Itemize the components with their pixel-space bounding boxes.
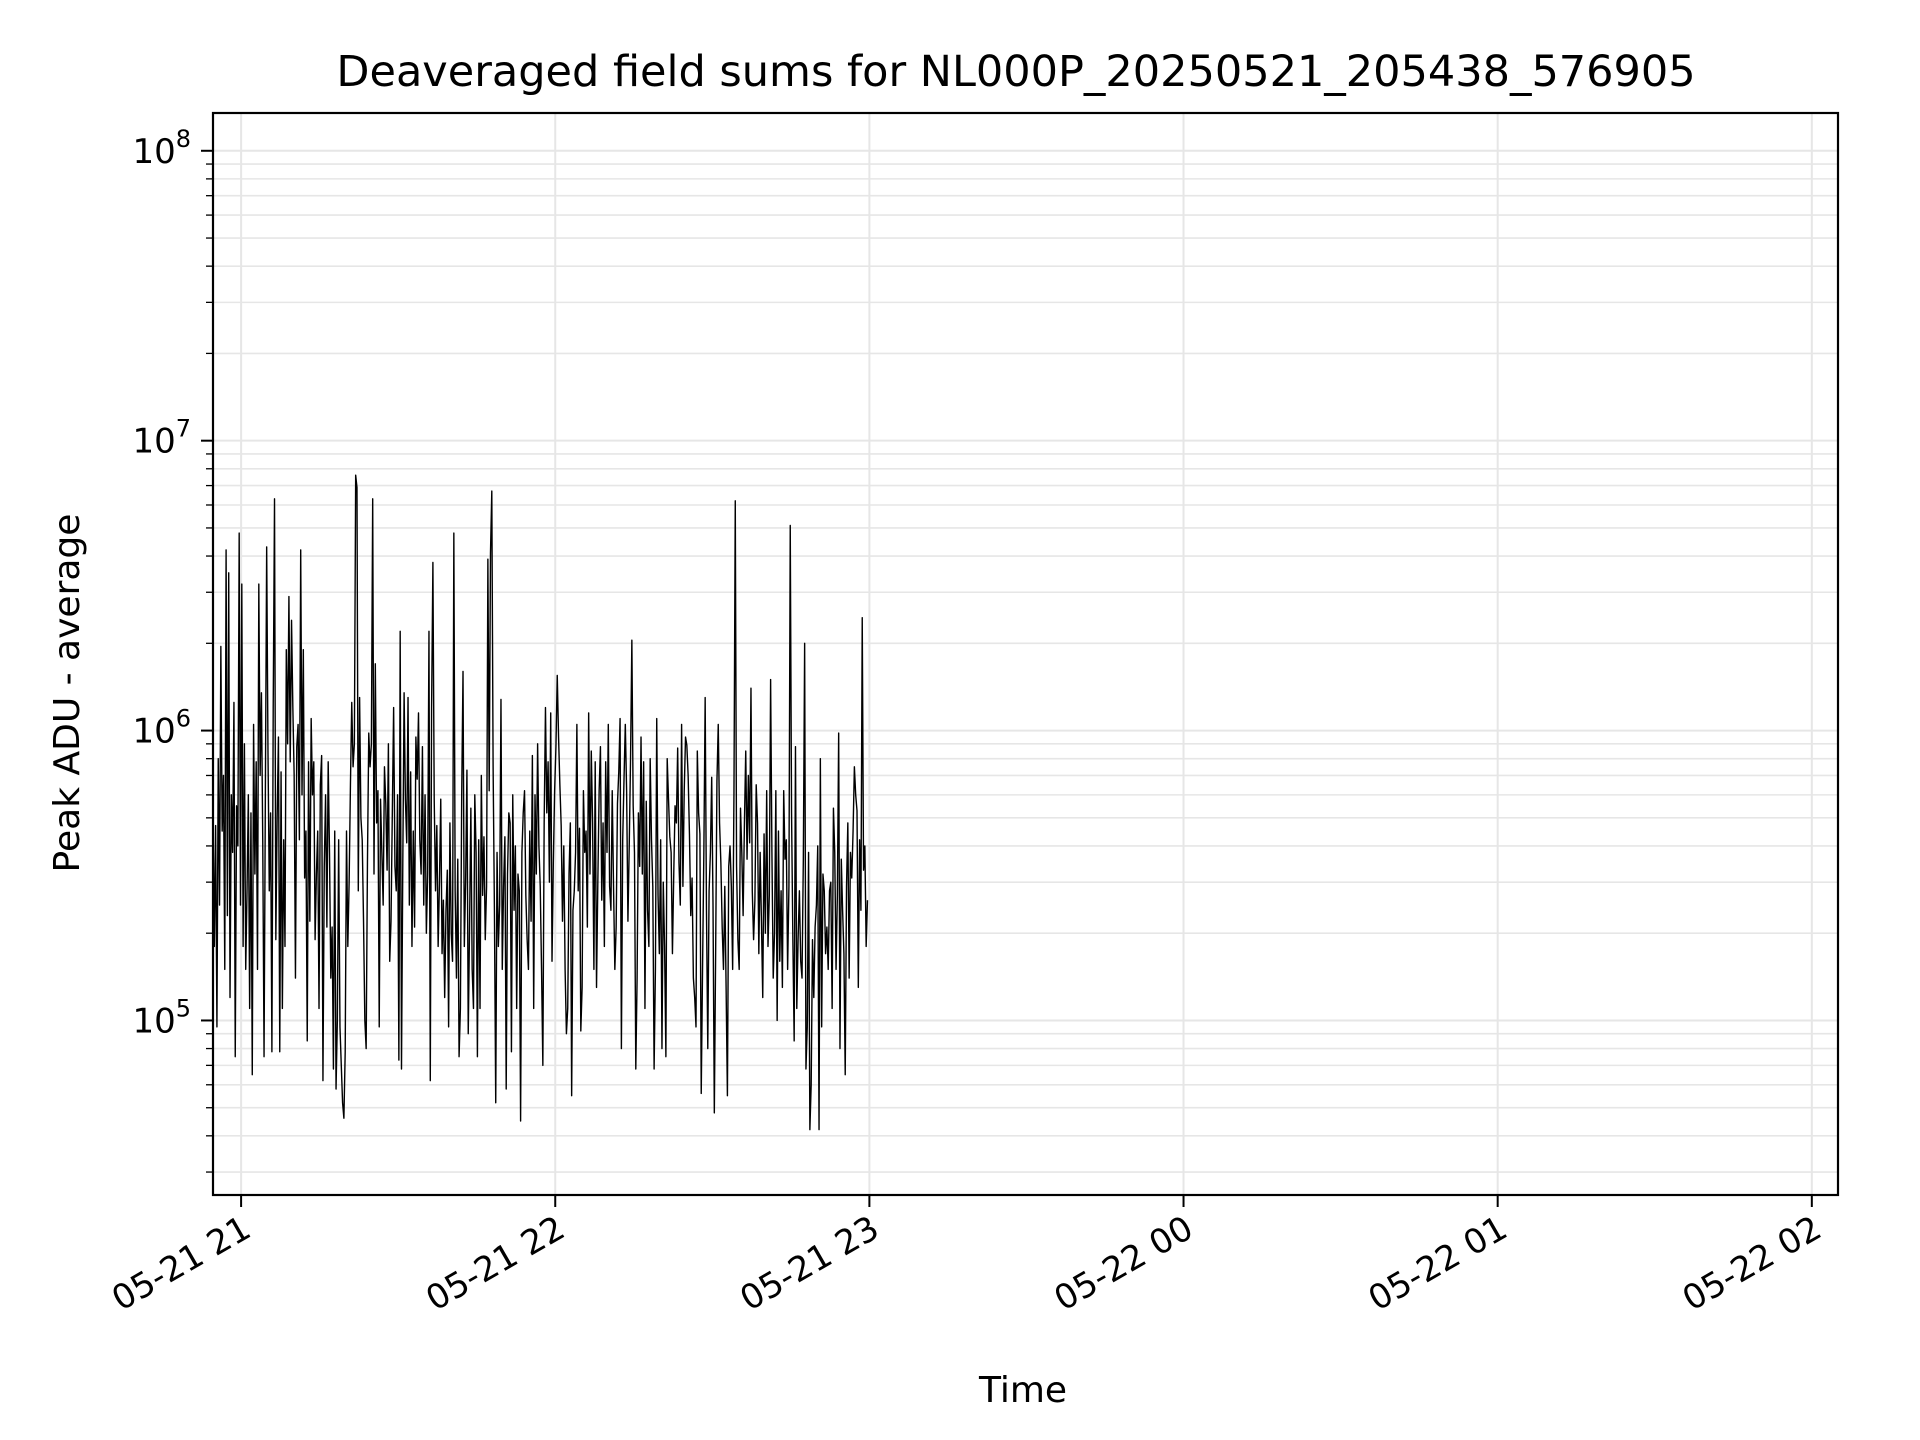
y-tick-label: 105 <box>132 994 191 1041</box>
y-tick-label-base: 10 <box>132 422 175 462</box>
y-tick-label-exponent: 5 <box>176 994 191 1022</box>
y-tick-label: 108 <box>132 125 191 172</box>
y-tick-label-exponent: 7 <box>176 415 191 443</box>
plot-frame <box>211 111 1840 1197</box>
y-tick-label-base: 10 <box>132 1001 175 1041</box>
y-tick-label: 106 <box>132 705 191 752</box>
y-tick-label-base: 10 <box>132 712 175 752</box>
x-axis-label: Time <box>978 1370 1067 1411</box>
y-tick-label: 107 <box>132 415 191 462</box>
chart-title: Deaveraged field sums for NL000P_2025052… <box>336 47 1695 97</box>
data-layer <box>213 474 869 1131</box>
series-line <box>213 474 869 1131</box>
y-tick-label-exponent: 6 <box>176 705 191 733</box>
grid <box>213 113 1838 1195</box>
y-axis-label: Peak ADU - average <box>47 514 88 873</box>
y-tick-label-exponent: 8 <box>176 125 191 153</box>
y-tick-label-base: 10 <box>132 132 175 172</box>
